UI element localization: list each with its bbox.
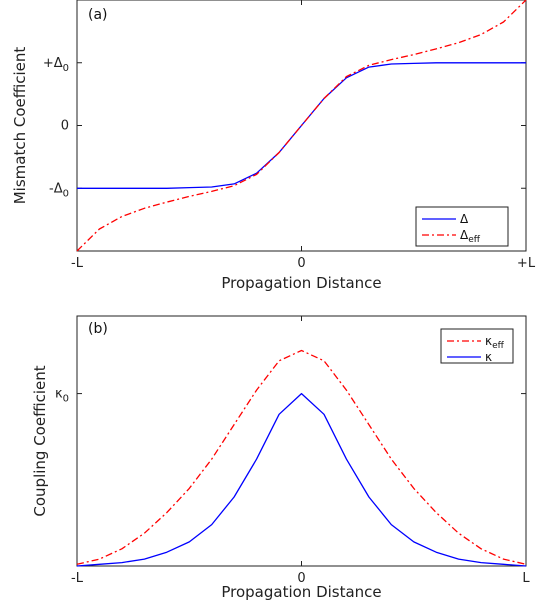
series-line-eff [76, 0, 527, 252]
y-tick-label-subscript: 0 [63, 63, 69, 74]
x-tick-label: 0 [297, 256, 305, 271]
y-tick-label-text: +Δ [43, 56, 63, 71]
x-tick-label: L [522, 571, 530, 586]
legend-entry: κeff [485, 334, 505, 351]
x-axis-label: Propagation Distance [221, 583, 381, 601]
x-tick-label: +L [517, 256, 536, 271]
legend-entry-text: κ [485, 334, 492, 348]
legend-box [415, 206, 509, 247]
y-tick-label-text: 0 [61, 119, 69, 134]
legend-entry: Δeff [460, 228, 481, 245]
y-tick-label: κ0 [55, 387, 69, 405]
x-tick-label: -L [71, 256, 84, 271]
y-tick-label-subscript: 0 [63, 394, 69, 405]
y-tick-label-text: κ [55, 387, 63, 402]
series-line-eff [76, 349, 527, 565]
legend-entry: Δ [460, 212, 469, 226]
y-tick-label: +Δ0 [43, 56, 69, 74]
panel-label: (b) [88, 321, 108, 337]
y-axis-label: Coupling Coefficient [31, 365, 49, 516]
legend-entry-subscript: eff [468, 235, 481, 245]
legend-entry-text: Δ [460, 212, 469, 226]
y-axis-label: Mismatch Coefficient [11, 47, 29, 205]
legend-entry: κ [485, 350, 492, 364]
x-tick-label: 0 [297, 571, 305, 586]
series-line-base [76, 392, 527, 567]
legend-entry-text: κ [485, 350, 492, 364]
x-axis-label: Propagation Distance [221, 274, 381, 292]
panel-label: (a) [88, 7, 108, 23]
y-tick-label: 0 [61, 119, 69, 134]
legend-entry-text: Δ [460, 228, 469, 242]
x-tick-label: -L [71, 571, 84, 586]
y-tick-label-text: -Δ [49, 181, 63, 196]
y-tick-label-subscript: 0 [63, 188, 69, 199]
legend-entry-subscript: eff [492, 341, 505, 351]
panel-a: -L 0 +L+Δ00-Δ0(a)Propagation DistanceMisma… [11, 0, 536, 292]
y-tick-label: -Δ0 [49, 181, 69, 199]
